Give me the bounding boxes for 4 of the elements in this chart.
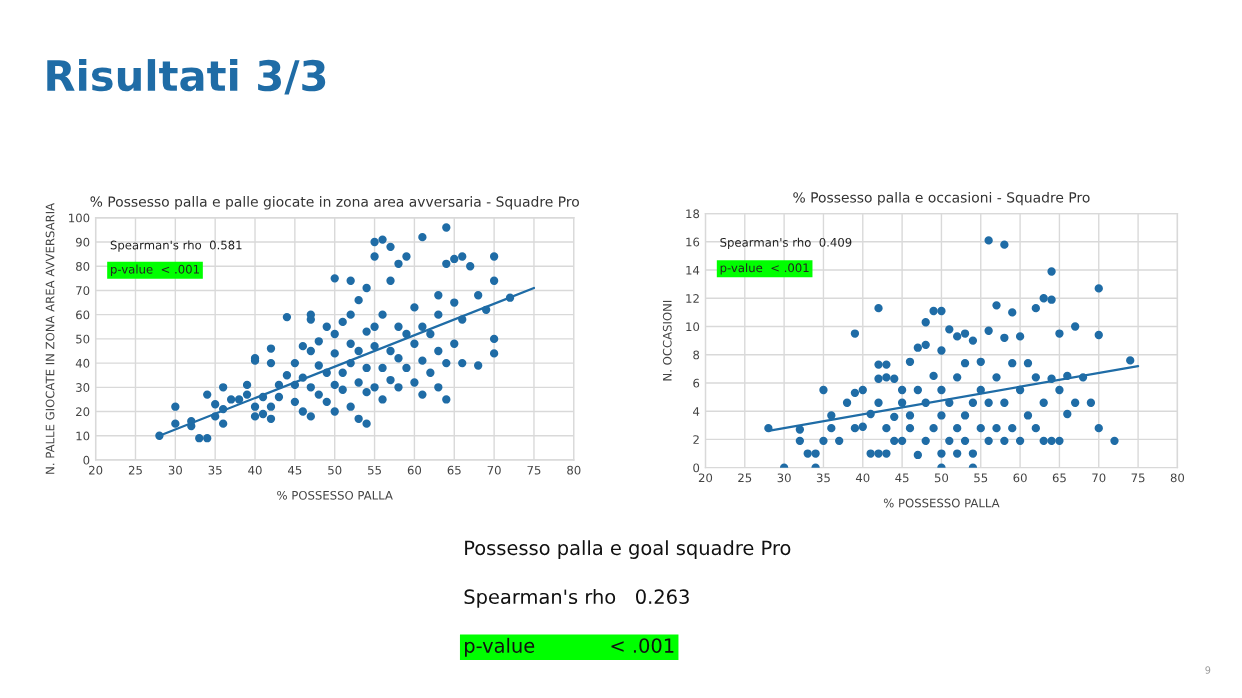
text: Risultati 3/3	[47, 59, 326, 95]
text: p-value < .001	[465, 637, 674, 657]
text: Possesso palla e goal squadre Pro	[465, 540, 791, 559]
text: Spearman's rho 0.263	[464, 589, 689, 608]
